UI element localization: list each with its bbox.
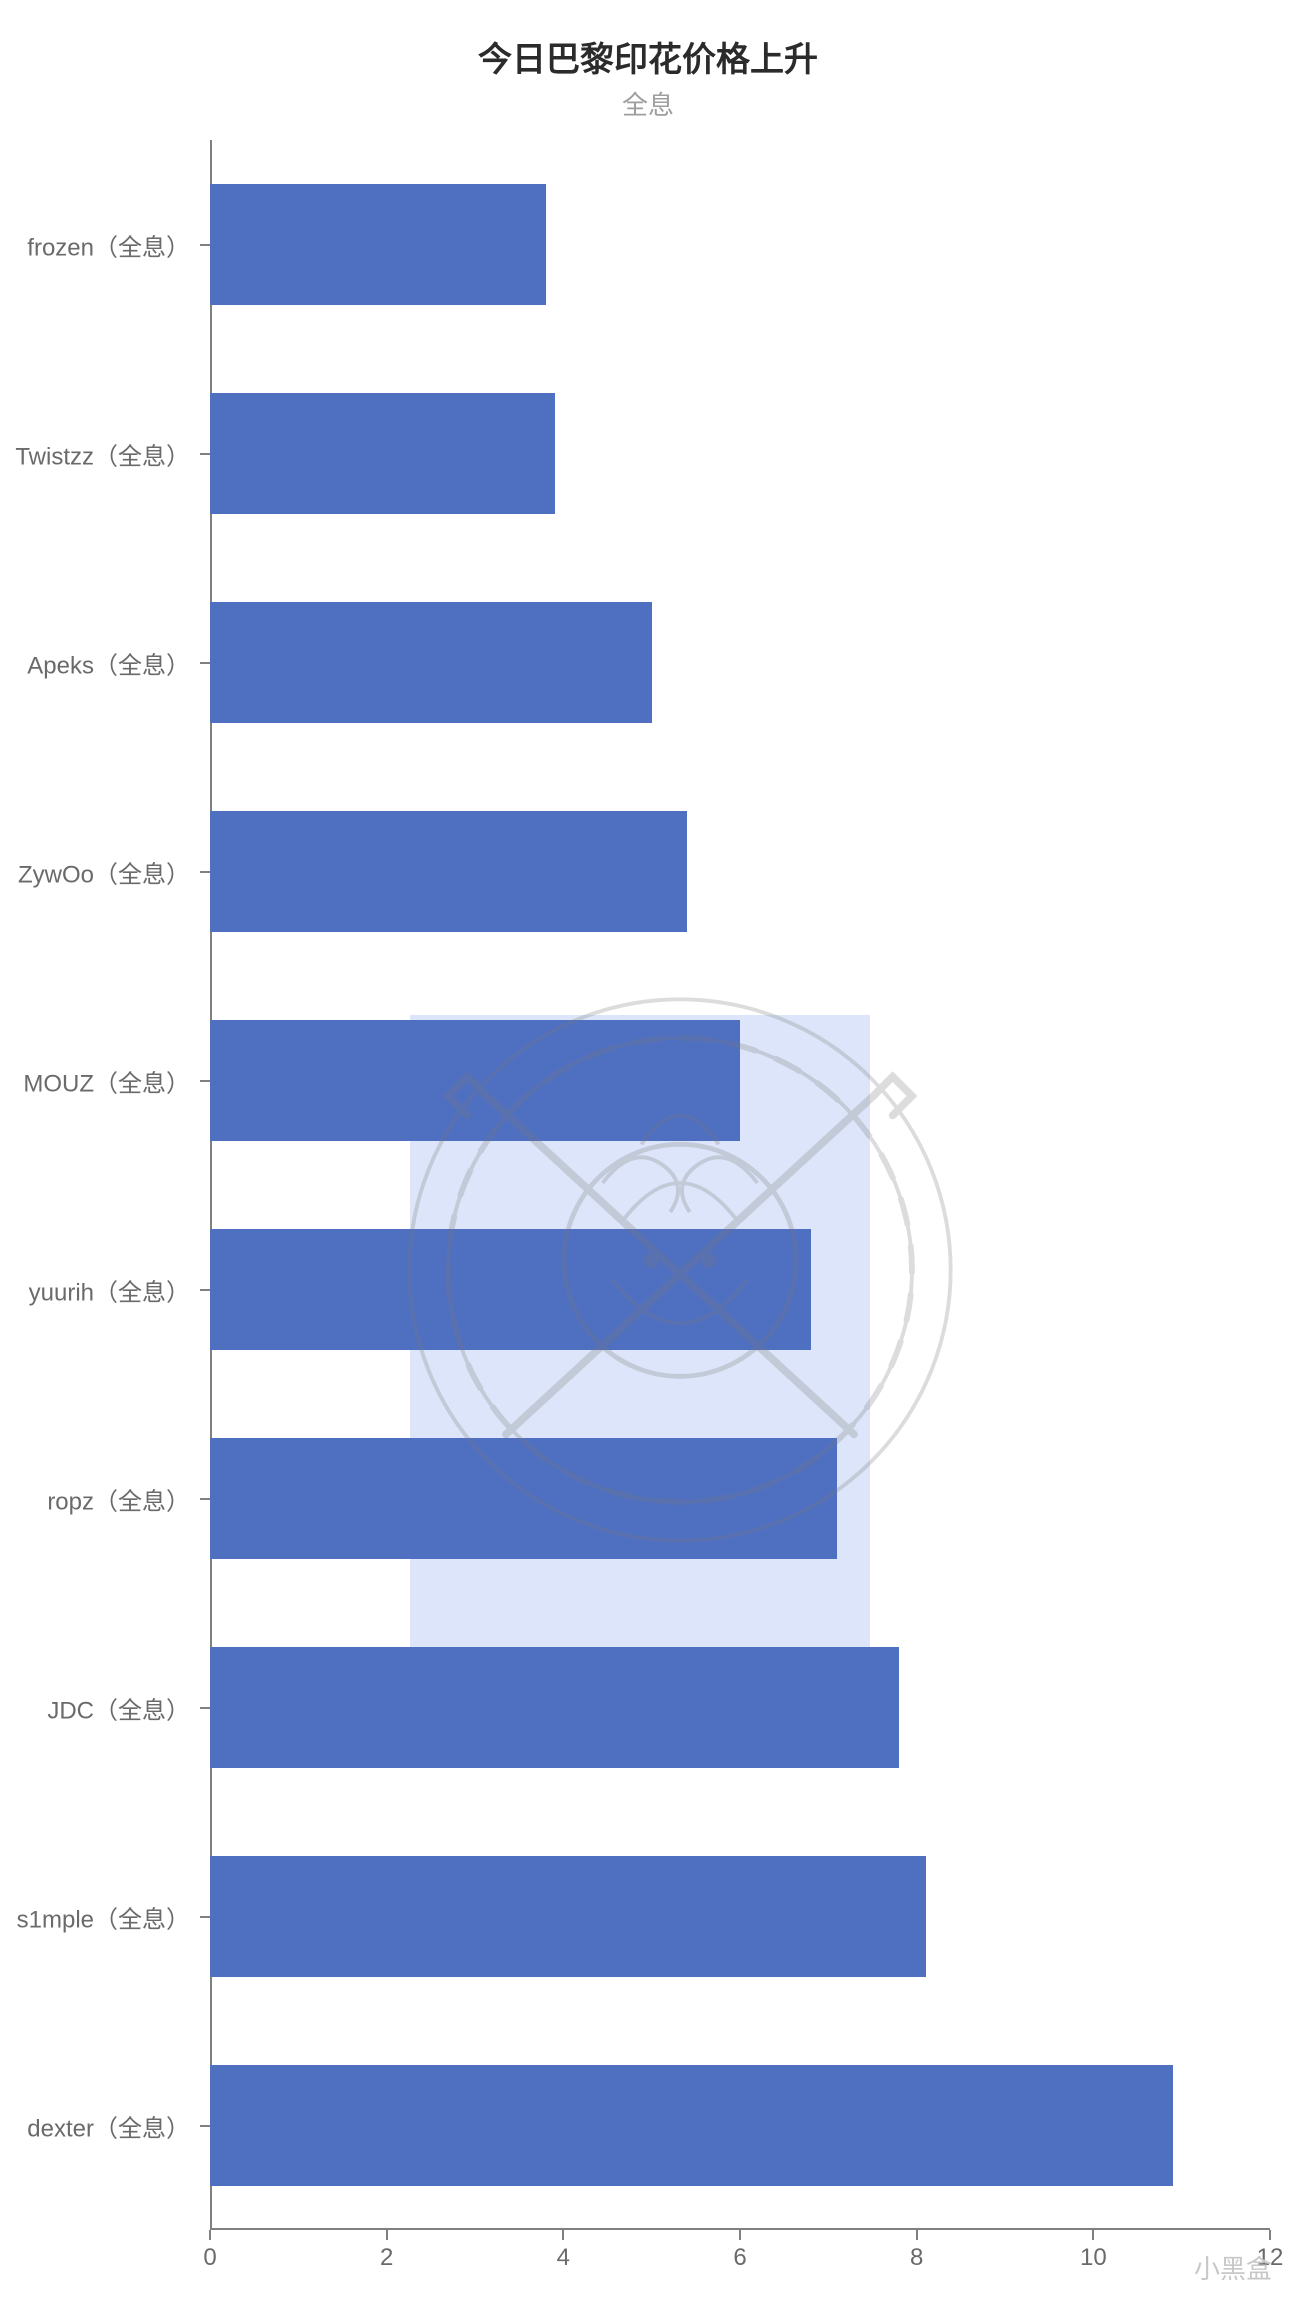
y-tick [200,1080,210,1082]
x-tick-label: 0 [203,2244,216,2272]
y-tick [200,871,210,873]
y-category-label: yuurih（全息） [29,1272,190,1307]
bar [210,184,546,305]
x-tick-label: 8 [910,2244,923,2272]
source-watermark: 小黑盒 [1194,2249,1272,2286]
bar [210,393,555,514]
y-tick [200,1498,210,1500]
y-category-label: ropz（全息） [47,1481,190,1516]
x-tick [562,2230,564,2240]
y-category-label: JDC（全息） [47,1690,190,1725]
bar [210,602,652,723]
page: 今日巴黎印花价格上升 全息 024681012frozen（全息）Twistzz… [0,0,1296,2304]
bar [210,1647,899,1768]
chart-subtitle: 全息 [0,85,1296,122]
watermark-medallion [390,980,970,1560]
y-tick [200,1916,210,1918]
x-tick-label: 4 [557,2244,570,2272]
y-tick [200,453,210,455]
y-category-label: Apeks（全息） [27,645,190,680]
x-tick [209,2230,211,2240]
bar [210,2065,1173,2186]
x-tick [739,2230,741,2240]
y-category-label: ZywOo（全息） [18,854,190,889]
x-tick [916,2230,918,2240]
y-tick [200,662,210,664]
x-tick [1092,2230,1094,2240]
x-tick-label: 6 [733,2244,746,2272]
y-category-label: frozen（全息） [27,227,190,262]
y-category-label: MOUZ（全息） [23,1063,190,1098]
y-tick [200,244,210,246]
y-category-label: dexter（全息） [27,2108,190,2143]
y-category-label: Twistzz（全息） [15,436,190,471]
bar [210,811,687,932]
x-tick-label: 2 [380,2244,393,2272]
y-category-label: s1mple（全息） [17,1899,190,1934]
y-tick [200,2125,210,2127]
x-tick [386,2230,388,2240]
bar [210,1856,926,1977]
y-tick [200,1289,210,1291]
x-tick-label: 10 [1080,2244,1107,2272]
chart-title: 今日巴黎印花价格上升 [0,0,1296,81]
x-tick [1269,2230,1271,2240]
y-tick [200,1707,210,1709]
